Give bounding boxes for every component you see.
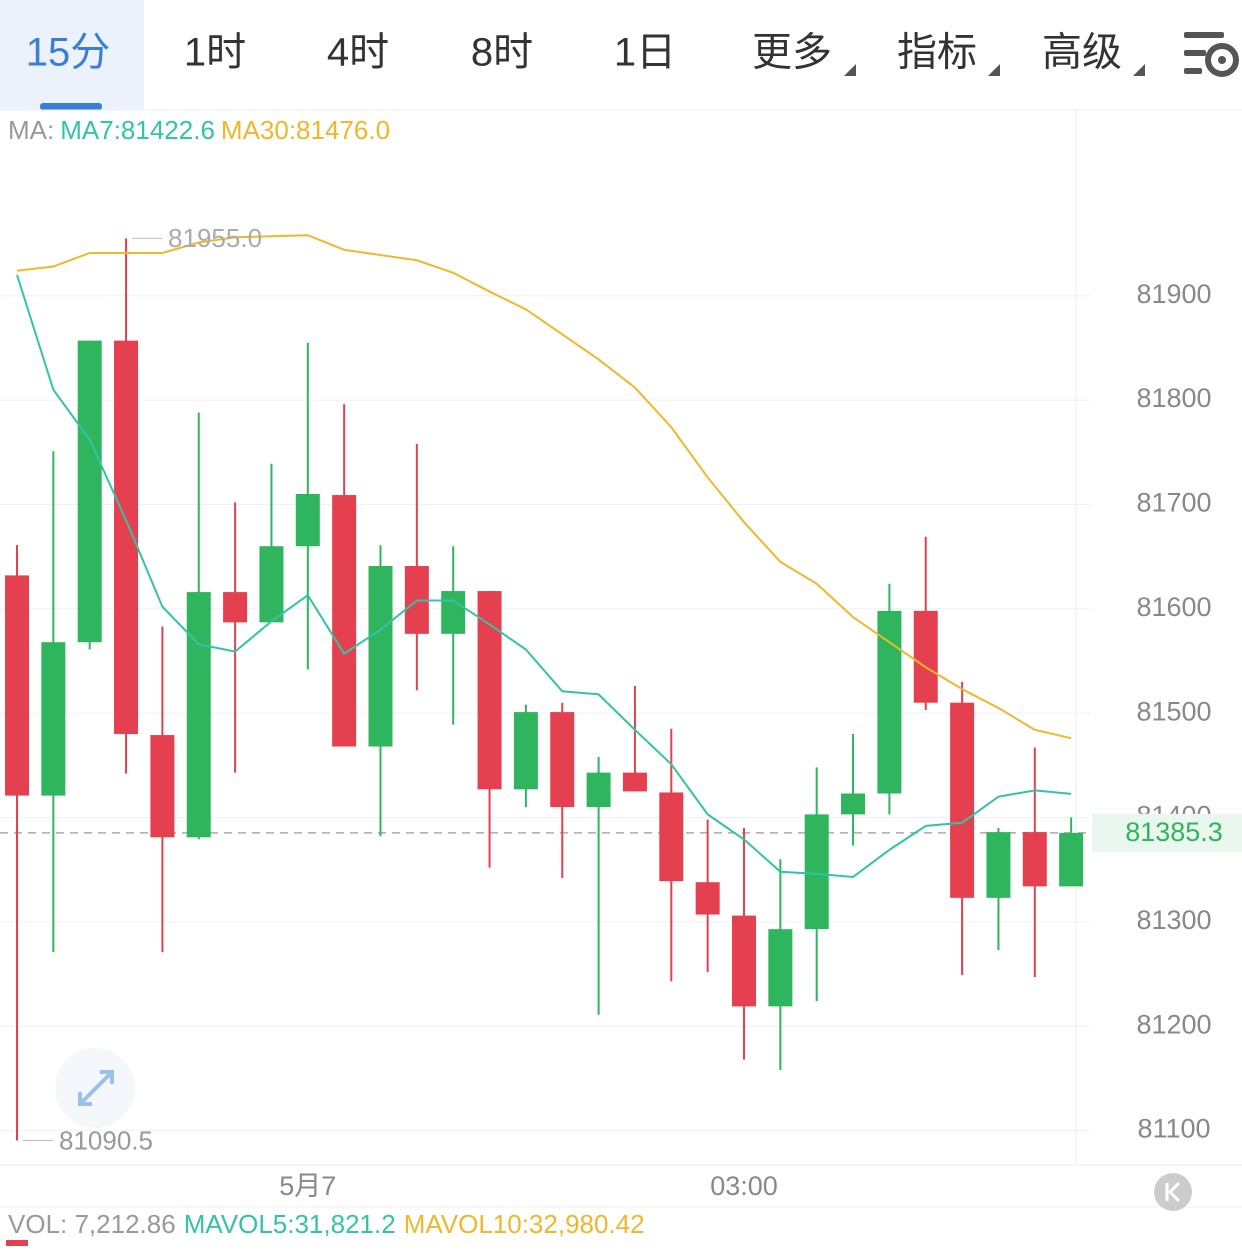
tab[interactable]: 1时 bbox=[184, 31, 246, 75]
dropdown-arrow bbox=[1133, 64, 1145, 76]
candle-body bbox=[513, 712, 538, 790]
y-tick-label: 81300 bbox=[1136, 905, 1211, 935]
candle-body bbox=[986, 832, 1011, 898]
candle-body bbox=[1022, 832, 1047, 887]
settings-icon[interactable] bbox=[1184, 32, 1239, 77]
y-tick-label: 81900 bbox=[1136, 279, 1211, 309]
candle-body bbox=[441, 591, 466, 634]
candle-body bbox=[5, 575, 29, 796]
candle-body bbox=[77, 340, 102, 643]
expand-button[interactable] bbox=[55, 1048, 135, 1128]
candle-body bbox=[223, 592, 248, 623]
dropdown-arrow bbox=[988, 64, 1000, 76]
y-tick-label: 81500 bbox=[1136, 696, 1211, 726]
y-tick-label: 81200 bbox=[1136, 1009, 1211, 1039]
volume-bar bbox=[6, 1240, 28, 1246]
legend-prefix: MA: bbox=[8, 115, 54, 145]
ma-legend: MA: MA7:81422.6 MA30:81476.0 bbox=[8, 115, 390, 145]
candle-body bbox=[295, 494, 320, 547]
candle-body bbox=[804, 814, 829, 930]
legend-entry: MA7:81422.6 bbox=[60, 115, 215, 145]
candle-body bbox=[150, 735, 175, 838]
x-tick-label: 03:00 bbox=[710, 1171, 778, 1201]
tab[interactable]: 高级 bbox=[1042, 31, 1122, 75]
candle-body bbox=[841, 793, 866, 815]
candle-body bbox=[622, 772, 647, 792]
candle-body bbox=[41, 642, 66, 796]
candle-body bbox=[368, 566, 393, 747]
candle-body bbox=[586, 772, 611, 808]
volume-entry: VOL: 7,212.86 bbox=[8, 1209, 176, 1239]
candle-body bbox=[186, 592, 211, 838]
back-to-latest-button[interactable] bbox=[1154, 1173, 1192, 1211]
volume-entry: MAVOL10:32,980.42 bbox=[404, 1209, 645, 1239]
y-tick-label: 81700 bbox=[1136, 488, 1211, 518]
ma-line bbox=[16, 274, 1072, 879]
tab[interactable]: 4时 bbox=[327, 31, 389, 75]
tab[interactable]: 1日 bbox=[614, 31, 676, 75]
candle-body bbox=[259, 546, 284, 623]
candle-body bbox=[477, 591, 502, 790]
candle-body bbox=[550, 712, 575, 808]
volume-legend: VOL: 7,212.86 MAVOL5:31,821.2 MAVOL10:32,9… bbox=[8, 1209, 645, 1239]
last-price-tag bbox=[1092, 813, 1242, 852]
legend-entry: MA30:81476.0 bbox=[221, 115, 390, 145]
tab[interactable]: 指标 bbox=[897, 31, 977, 75]
candle-body bbox=[114, 340, 139, 735]
active-tab-indicator bbox=[40, 103, 102, 110]
candle-body bbox=[768, 929, 793, 1007]
candle-body bbox=[877, 610, 902, 794]
candle-body bbox=[1059, 832, 1084, 887]
last-price-label: 81385.3 bbox=[1125, 817, 1223, 847]
tab[interactable]: 8时 bbox=[471, 31, 533, 75]
dropdown-arrow bbox=[844, 64, 856, 76]
volume-entry: MAVOL5:31,821.2 bbox=[184, 1209, 396, 1239]
max-label: 81955.0 bbox=[168, 223, 262, 253]
ma-line bbox=[16, 234, 1072, 740]
active-tab-bg bbox=[0, 0, 144, 110]
candle-body bbox=[913, 610, 938, 703]
candle-body bbox=[659, 792, 684, 882]
candle-body bbox=[332, 495, 357, 747]
tab[interactable]: 更多 bbox=[752, 31, 832, 75]
candle-body bbox=[732, 915, 756, 1007]
tab[interactable]: 15分 bbox=[26, 31, 111, 75]
x-tick-label: 5月7 bbox=[279, 1171, 336, 1201]
candle-body bbox=[950, 702, 975, 898]
y-tick-label: 81100 bbox=[1137, 1114, 1210, 1144]
candle-body bbox=[695, 882, 720, 915]
y-tick-label: 81800 bbox=[1136, 383, 1211, 413]
y-tick-label: 81600 bbox=[1136, 592, 1211, 622]
min-label: 81090.5 bbox=[59, 1125, 153, 1155]
